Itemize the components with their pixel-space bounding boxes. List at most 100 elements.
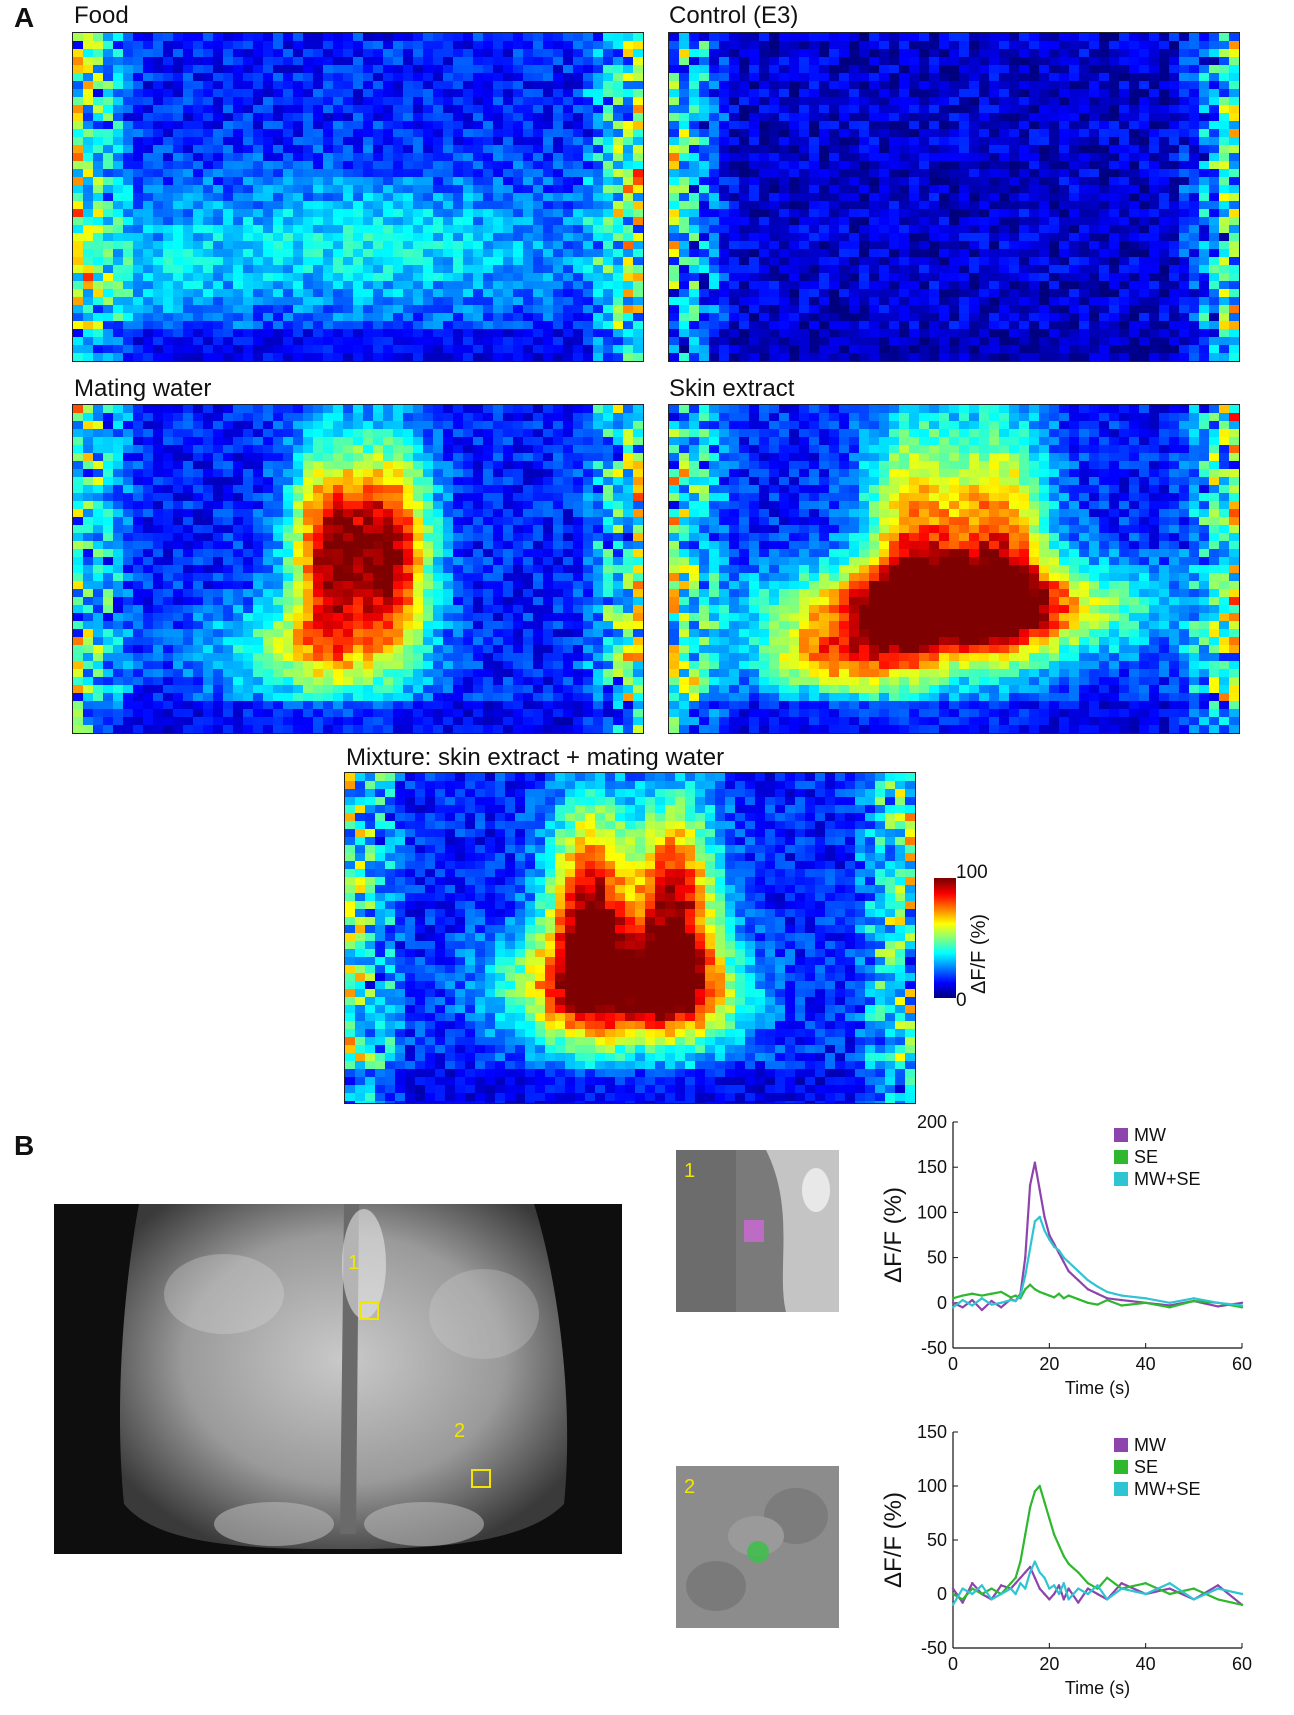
data-point	[981, 1593, 983, 1595]
data-point	[1169, 1593, 1171, 1595]
data-point	[1096, 1293, 1098, 1295]
data-point	[990, 1587, 992, 1589]
data-point	[1067, 1587, 1069, 1589]
data-point	[1000, 1593, 1002, 1595]
data-point	[1014, 1577, 1016, 1579]
legend-label: SE	[1134, 1457, 1158, 1477]
roi-1-label: 1	[348, 1252, 359, 1275]
data-point	[961, 1598, 963, 1600]
data-point	[1048, 1294, 1050, 1296]
data-point	[1241, 1304, 1243, 1306]
data-point	[990, 1598, 992, 1600]
y-tick-label: -50	[921, 1338, 947, 1358]
roi-2-label: 2	[454, 1420, 465, 1443]
data-point	[952, 1593, 954, 1595]
data-point	[1053, 1593, 1055, 1595]
legend-swatch	[1114, 1172, 1128, 1186]
data-point	[1058, 1293, 1060, 1295]
data-point	[1217, 1598, 1219, 1600]
data-point	[1120, 1582, 1122, 1584]
data-point	[1193, 1587, 1195, 1589]
data-point	[1053, 1246, 1055, 1248]
data-point	[971, 1582, 973, 1584]
data-point	[1039, 1216, 1041, 1218]
data-point	[1193, 1300, 1195, 1302]
y-tick-label: 0	[937, 1293, 947, 1313]
data-point	[1034, 1161, 1036, 1163]
legend-swatch	[1114, 1150, 1128, 1164]
y-tick-label: 0	[937, 1584, 947, 1604]
data-point	[1077, 1298, 1079, 1300]
data-point	[1019, 1294, 1021, 1296]
data-point	[1058, 1584, 1060, 1586]
panel-b-letter: B	[14, 1130, 34, 1162]
colorbar-min-label: 0	[956, 990, 967, 1012]
data-point	[1043, 1293, 1045, 1295]
data-point	[1010, 1587, 1012, 1589]
data-point	[981, 1584, 983, 1586]
data-point	[961, 1299, 963, 1301]
x-tick-label: 40	[1136, 1354, 1156, 1374]
data-point	[961, 1601, 963, 1603]
data-point	[1043, 1501, 1045, 1503]
y-tick-label: 100	[917, 1202, 947, 1222]
data-point	[1169, 1302, 1171, 1304]
data-point	[961, 1306, 963, 1308]
data-point	[1058, 1249, 1060, 1251]
data-point	[1029, 1284, 1031, 1286]
data-point	[990, 1300, 992, 1302]
legend-label: MW	[1134, 1435, 1166, 1455]
data-point	[1063, 1582, 1065, 1584]
data-point	[1087, 1302, 1089, 1304]
data-point	[1106, 1291, 1108, 1293]
data-point	[1063, 1555, 1065, 1557]
data-point	[1010, 1582, 1012, 1584]
data-point	[1169, 1582, 1171, 1584]
data-point	[1067, 1270, 1069, 1272]
y-axis-label: ΔF/F (%)	[880, 1492, 907, 1588]
data-point	[1144, 1593, 1146, 1595]
data-point	[1063, 1256, 1065, 1258]
data-point	[1087, 1593, 1089, 1595]
data-point	[1000, 1584, 1002, 1586]
legend-swatch	[1114, 1438, 1128, 1452]
data-point	[1024, 1533, 1026, 1535]
data-point	[1087, 1288, 1089, 1290]
data-point	[1029, 1184, 1031, 1186]
data-point	[981, 1297, 983, 1299]
data-point	[1058, 1593, 1060, 1595]
map-title-mating-water: Mating water	[74, 375, 211, 403]
data-point	[952, 1297, 954, 1299]
data-point	[1077, 1571, 1079, 1573]
data-point	[1034, 1220, 1036, 1222]
data-point	[1106, 1577, 1108, 1579]
data-point	[961, 1587, 963, 1589]
data-point	[1053, 1533, 1055, 1535]
x-tick-label: 60	[1232, 1654, 1252, 1674]
data-point	[971, 1587, 973, 1589]
data-point	[1029, 1571, 1031, 1573]
legend-label: SE	[1134, 1147, 1158, 1167]
heatmap-control	[668, 32, 1240, 362]
x-tick-label: 0	[948, 1354, 958, 1374]
data-point	[1043, 1229, 1045, 1231]
data-point	[1039, 1571, 1041, 1573]
data-point	[1048, 1598, 1050, 1600]
data-point	[961, 1294, 963, 1296]
data-point	[1096, 1285, 1098, 1287]
data-point	[971, 1304, 973, 1306]
data-point	[1014, 1582, 1016, 1584]
data-point	[1241, 1302, 1243, 1304]
map-title-food: Food	[74, 2, 129, 30]
legend-label: MW	[1134, 1125, 1166, 1145]
data-point	[1077, 1279, 1079, 1281]
data-point	[952, 1604, 954, 1606]
data-point	[1096, 1303, 1098, 1305]
x-tick-label: 40	[1136, 1654, 1156, 1674]
data-point	[1043, 1593, 1045, 1595]
data-point	[1067, 1563, 1069, 1565]
panel-a-letter: A	[14, 2, 34, 34]
y-tick-label: -50	[921, 1638, 947, 1658]
